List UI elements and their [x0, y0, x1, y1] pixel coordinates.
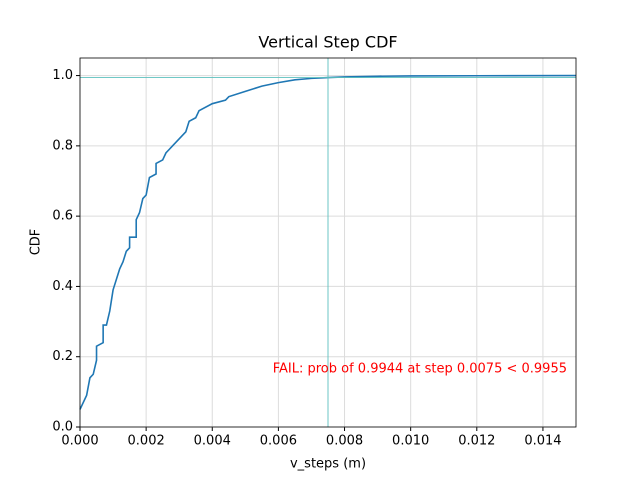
x-tick-label: 0.000 [61, 434, 98, 449]
y-tick-label: 1.0 [52, 68, 73, 83]
y-tick-label: 0.4 [52, 279, 73, 294]
x-tick-label: 0.006 [260, 434, 297, 449]
x-tick-label: 0.010 [392, 434, 429, 449]
x-tick-label: 0.008 [326, 434, 363, 449]
annotation: FAIL: prob of 0.9944 at step 0.0075 < 0.… [273, 362, 567, 377]
y-tick-label: 0.8 [52, 138, 73, 153]
plot-frame [79, 57, 577, 428]
cdf-line [79, 74, 577, 410]
y-axis-label: CDF [29, 229, 44, 256]
x-tick-label: 0.004 [194, 434, 231, 449]
y-tick-label: 0.2 [52, 349, 73, 364]
y-tick-label: 0.6 [52, 209, 73, 224]
x-tick-label: 0.012 [458, 434, 495, 449]
chart-title: Vertical Step CDF [258, 33, 397, 52]
x-tick-label: 0.002 [128, 434, 165, 449]
y-tick-label: 0.0 [52, 420, 73, 435]
x-tick-label: 0.014 [524, 434, 561, 449]
x-axis-label: v_steps (m) [290, 457, 366, 472]
